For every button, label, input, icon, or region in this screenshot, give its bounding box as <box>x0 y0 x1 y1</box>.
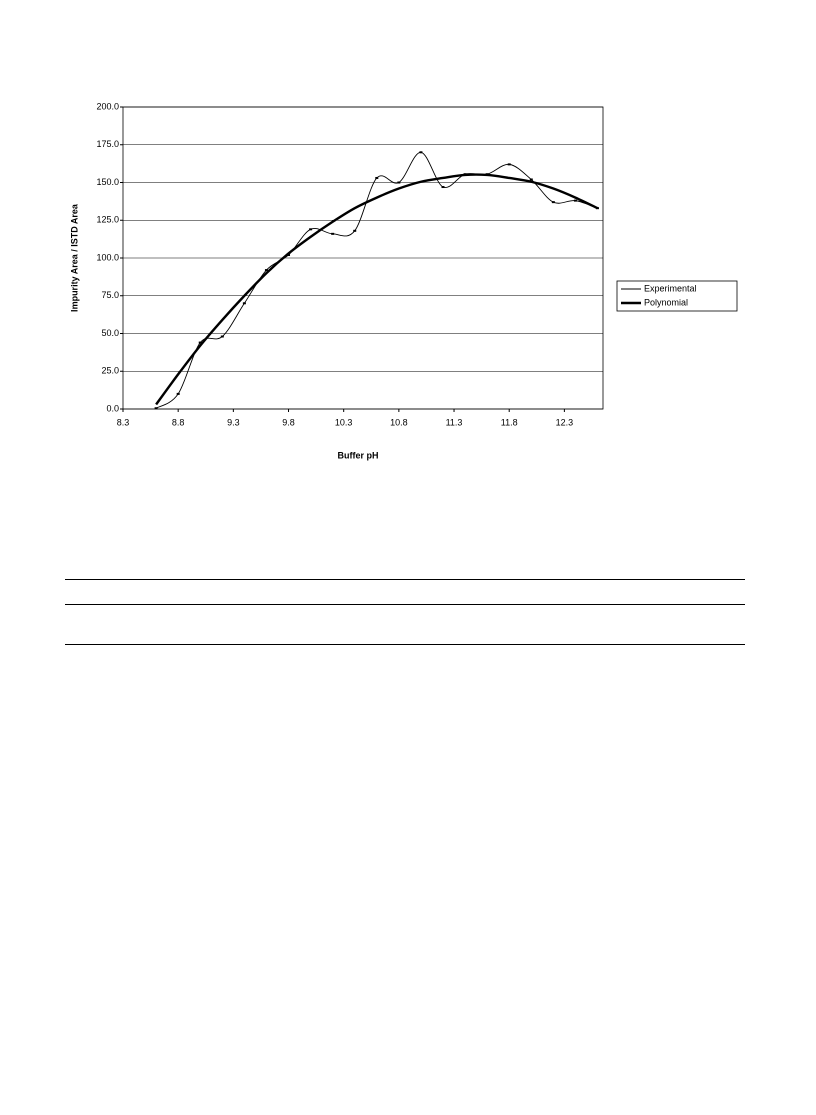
table-rule <box>65 604 745 605</box>
y-tick-label: 25.0 <box>101 366 119 376</box>
x-tick-label: 10.3 <box>335 417 353 427</box>
y-axis-label: Impurity Area / ISTD Area <box>69 203 79 312</box>
legend-label: Experimental <box>644 283 697 293</box>
data-point <box>375 176 379 179</box>
x-tick-label: 11.8 <box>501 417 518 427</box>
data-point <box>507 163 511 166</box>
data-point <box>309 228 313 231</box>
table-rule <box>65 644 745 645</box>
y-tick-label: 0.0 <box>106 403 119 413</box>
legend-label: Polynomial <box>644 297 688 307</box>
y-tick-label: 125.0 <box>96 215 119 225</box>
data-point <box>441 186 445 189</box>
x-tick-label: 8.3 <box>117 417 130 427</box>
y-tick-label: 200.0 <box>96 101 119 111</box>
x-tick-label: 11.3 <box>446 417 463 427</box>
series-line <box>155 173 599 406</box>
x-tick-label: 10.8 <box>390 417 408 427</box>
legend-box <box>616 280 738 312</box>
table-rule <box>65 579 745 580</box>
data-point <box>242 302 246 305</box>
data-point <box>176 392 180 395</box>
y-tick-label: 175.0 <box>96 139 119 149</box>
x-tick-label: 12.3 <box>556 417 574 427</box>
data-point <box>397 181 401 184</box>
data-point <box>353 229 357 232</box>
data-point <box>154 407 158 410</box>
x-tick-label: 9.3 <box>227 417 240 427</box>
y-tick-label: 100.0 <box>96 252 119 262</box>
series-line <box>155 151 598 409</box>
y-tick-label: 150.0 <box>96 177 119 187</box>
x-tick-label: 9.8 <box>282 417 295 427</box>
data-point <box>529 178 533 181</box>
chart: Buffer pH Impurity Area / ISTD Area 0.0 2… <box>69 101 738 460</box>
data-point <box>573 199 577 202</box>
x-tick-label: 8.8 <box>172 417 185 427</box>
data-point <box>551 201 555 204</box>
y-tick-label: 75.0 <box>101 290 119 300</box>
y-tick-label: 50.0 <box>101 328 119 338</box>
x-axis-label: Buffer pH <box>338 450 379 460</box>
data-point <box>264 269 268 272</box>
plot-frame <box>122 106 604 410</box>
data-point <box>198 341 202 344</box>
data-point <box>331 232 335 235</box>
data-point <box>419 151 423 154</box>
data-point <box>220 335 224 338</box>
